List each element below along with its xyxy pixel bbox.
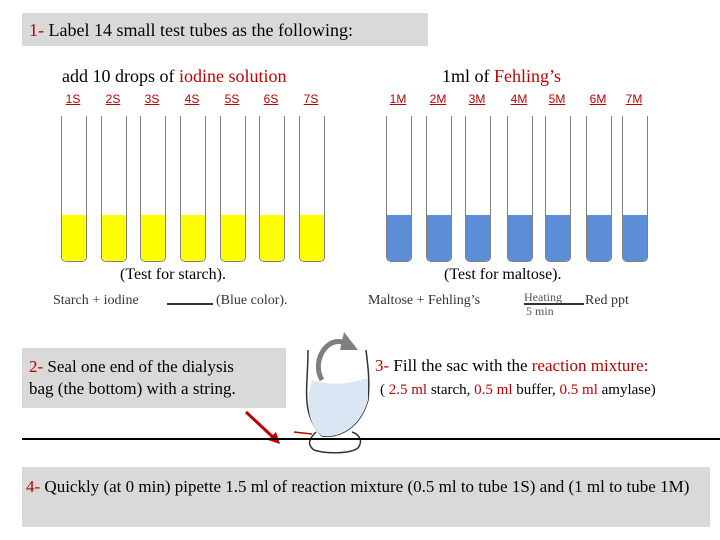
test-tube-4m bbox=[507, 116, 533, 262]
iodine-liquid bbox=[221, 215, 245, 261]
step3-title: 3- Fill the sac with the reaction mixtur… bbox=[375, 356, 648, 376]
test-tube-2m bbox=[426, 116, 452, 262]
fehling-liquid bbox=[623, 215, 647, 261]
condition-heating: Heating bbox=[524, 290, 562, 304]
step1-number: 1- bbox=[29, 20, 44, 40]
starch-reactants: Starch + iodine bbox=[53, 293, 139, 308]
step4-text: 4- Quickly (at 0 min) pipette 1.5 ml of … bbox=[26, 475, 710, 498]
tube-label-7m: 7M bbox=[625, 92, 643, 106]
test-tube-2s bbox=[101, 116, 127, 262]
iodine-liquid bbox=[300, 215, 324, 261]
step1-text: 1- Label 14 small test tubes as the foll… bbox=[29, 20, 353, 41]
test-tube-7m bbox=[622, 116, 648, 262]
starch-test-title: (Test for starch). bbox=[120, 266, 226, 283]
fehling-liquid bbox=[427, 215, 451, 261]
step2-line2: bag (the bottom) with a string. bbox=[29, 379, 236, 398]
test-tube-5s bbox=[220, 116, 246, 262]
test-tube-4s bbox=[180, 116, 206, 262]
iodine-heading: add 10 drops of iodine solution bbox=[62, 66, 286, 87]
amylase-volume: 0.5 ml bbox=[559, 382, 598, 398]
starch-label: starch, bbox=[427, 382, 475, 398]
iodine-heading-highlight: iodine solution bbox=[178, 66, 287, 86]
step2-number: 2- bbox=[29, 357, 44, 376]
test-tube-3s bbox=[140, 116, 166, 262]
fehling-liquid bbox=[508, 215, 532, 261]
dialysis-bag-illustration bbox=[244, 332, 370, 454]
test-tube-6s bbox=[259, 116, 285, 262]
tube-label-3m: 3M bbox=[468, 92, 486, 106]
step2-line1: Seal one end of the dialysis bbox=[43, 357, 234, 376]
dialysis-bag-icon bbox=[305, 349, 370, 454]
step3-highlight: reaction mixture: bbox=[531, 356, 649, 375]
reaction-line bbox=[167, 303, 213, 305]
fehling-liquid bbox=[587, 215, 611, 261]
curved-arrow-icon bbox=[315, 332, 358, 382]
starch-result: (Blue color). bbox=[216, 293, 288, 308]
section-divider bbox=[22, 438, 720, 440]
maltose-reactants: Maltose + Fehling’s bbox=[368, 293, 481, 308]
test-tube-1m bbox=[386, 116, 412, 262]
test-tube-5m bbox=[545, 116, 571, 262]
tube-label-2m: 2M bbox=[429, 92, 447, 106]
tube-label-1s: 1S bbox=[65, 92, 81, 106]
fehling-liquid bbox=[546, 215, 570, 261]
step4-number: 4- bbox=[26, 477, 41, 496]
tube-label-4m: 4M bbox=[510, 92, 528, 106]
maltose-test-title: (Test for maltose). bbox=[444, 266, 562, 283]
buffer-label: buffer, bbox=[512, 382, 560, 398]
tube-label-6s: 6S bbox=[263, 92, 279, 106]
fehling-heading: 1ml of Fehling’s bbox=[442, 66, 561, 87]
iodine-liquid bbox=[260, 215, 284, 261]
starch-volume: 2.5 ml bbox=[388, 382, 428, 398]
buffer-volume: 0.5 ml bbox=[474, 382, 513, 398]
iodine-liquid bbox=[62, 215, 86, 261]
fehling-liquid bbox=[387, 215, 411, 261]
test-tube-3m bbox=[465, 116, 491, 262]
step1-box: 1- Label 14 small test tubes as the foll… bbox=[22, 13, 428, 46]
step4-box: 4- Quickly (at 0 min) pipette 1.5 ml of … bbox=[22, 467, 710, 527]
condition-time: 5 min bbox=[526, 304, 554, 318]
amylase-label: amylase) bbox=[597, 382, 656, 398]
step3-mixture: ( 2.5 ml starch, 0.5 ml buffer, 0.5 ml a… bbox=[380, 382, 656, 399]
fehling-liquid bbox=[466, 215, 490, 261]
test-tube-1s bbox=[61, 116, 87, 262]
step1-label: Label 14 small test tubes as the followi… bbox=[44, 20, 353, 40]
tube-label-4s: 4S bbox=[184, 92, 200, 106]
iodine-heading-prefix: add 10 drops of bbox=[62, 66, 179, 86]
tube-label-3s: 3S bbox=[144, 92, 160, 106]
tube-label-5s: 5S bbox=[224, 92, 240, 106]
maltose-result: Red ppt bbox=[585, 293, 629, 308]
iodine-liquid bbox=[141, 215, 165, 261]
iodine-liquid bbox=[102, 215, 126, 261]
tube-label-2s: 2S bbox=[105, 92, 121, 106]
step3-number: 3- bbox=[375, 356, 390, 375]
step2-box: 2- Seal one end of the dialysis bag (the … bbox=[22, 348, 286, 408]
fehling-heading-prefix: 1ml of bbox=[442, 66, 494, 86]
fehling-heading-highlight: Fehling’s bbox=[494, 66, 562, 86]
tube-label-7s: 7S bbox=[303, 92, 319, 106]
test-tube-6m bbox=[586, 116, 612, 262]
iodine-liquid bbox=[181, 215, 205, 261]
tube-label-5m: 5M bbox=[548, 92, 566, 106]
reaction-arrow-line bbox=[524, 303, 584, 305]
test-tube-7s bbox=[299, 116, 325, 262]
step3-text: Fill the sac with the bbox=[389, 356, 532, 375]
mixture-open: ( bbox=[380, 382, 389, 398]
tube-label-1m: 1M bbox=[389, 92, 407, 106]
step4-label: Quickly (at 0 min) pipette 1.5 ml of rea… bbox=[40, 477, 690, 496]
tube-label-6m: 6M bbox=[589, 92, 607, 106]
step2-text: 2- Seal one end of the dialysis bag (the … bbox=[29, 356, 236, 400]
